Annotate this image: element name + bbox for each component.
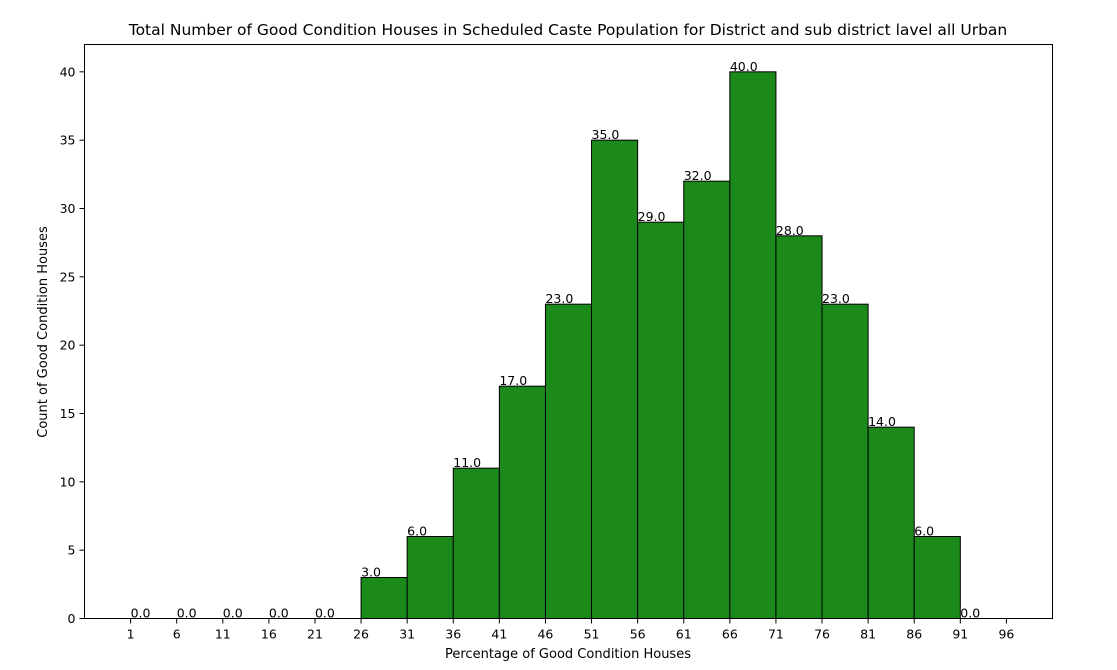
x-tick-label: 71 <box>768 627 784 642</box>
bar-value-label: 23.0 <box>545 291 573 306</box>
histogram-bar <box>637 221 685 620</box>
x-tick-label: 96 <box>998 627 1014 642</box>
x-tick-label: 76 <box>814 627 830 642</box>
x-tick-label: 41 <box>491 627 507 642</box>
bar-value-label: 3.0 <box>361 565 381 580</box>
x-tick-label: 61 <box>676 627 692 642</box>
y-tick-label: 10 <box>60 474 76 489</box>
x-tick-label: 81 <box>860 627 876 642</box>
bars-group <box>360 71 961 620</box>
bar-value-label: 0.0 <box>131 606 151 621</box>
x-tick-label: 21 <box>307 627 323 642</box>
y-axis-ticks: 0 5 10 15 20 25 30 35 40 <box>60 64 85 626</box>
x-tick-label: 51 <box>584 627 600 642</box>
x-tick-label: 31 <box>399 627 415 642</box>
x-tick-label: 91 <box>952 627 968 642</box>
bar-value-label: 0.0 <box>960 606 980 621</box>
data-labels-group: 0.0 0.0 0.0 0.0 0.0 3.0 6.0 11.0 17.0 23.0 35.0 29.… <box>131 59 981 621</box>
y-tick-label: 40 <box>60 64 76 79</box>
x-tick-label: 6 <box>173 627 181 642</box>
y-tick-label: 25 <box>60 269 76 284</box>
bar-value-label: 28.0 <box>776 223 804 238</box>
histogram-bar <box>913 536 961 619</box>
chart-title: Total Number of Good Condition Houses in… <box>128 21 1008 39</box>
histogram-bar <box>683 180 731 620</box>
bar-value-label: 35.0 <box>592 127 620 142</box>
histogram-bar <box>729 71 777 620</box>
histogram-bar <box>498 385 546 619</box>
y-tick-label: 20 <box>60 338 76 353</box>
plot-frame <box>84 44 1053 619</box>
y-axis-label: Count of Good Condition Houses <box>36 226 51 438</box>
histogram-bar <box>452 467 500 619</box>
x-tick-label: 86 <box>906 627 922 642</box>
bar-value-label: 0.0 <box>223 606 243 621</box>
histogram-bar <box>867 426 915 619</box>
bar-value-label: 23.0 <box>822 291 850 306</box>
x-tick-label: 46 <box>537 627 553 642</box>
histogram-bar <box>360 577 408 619</box>
bar-value-label: 11.0 <box>453 455 481 470</box>
x-tick-label: 36 <box>445 627 461 642</box>
bar-value-label: 29.0 <box>638 209 666 224</box>
bar-value-label: 0.0 <box>177 606 197 621</box>
histogram-bar <box>775 235 823 619</box>
bar-value-label: 6.0 <box>407 524 427 539</box>
histogram-bar <box>406 536 454 619</box>
histogram-bar <box>591 139 639 620</box>
bar-value-label: 6.0 <box>914 524 934 539</box>
y-tick-label: 5 <box>68 543 76 558</box>
bar-value-label: 17.0 <box>499 373 527 388</box>
x-tick-label: 1 <box>127 627 135 642</box>
x-axis-label: Percentage of Good Condition Houses <box>445 647 691 662</box>
x-tick-label: 26 <box>353 627 369 642</box>
bar-value-label: 14.0 <box>868 414 896 429</box>
bar-value-label: 0.0 <box>269 606 289 621</box>
histogram-bar <box>821 303 869 619</box>
x-tick-label: 66 <box>722 627 738 642</box>
y-tick-label: 35 <box>60 133 76 148</box>
y-tick-label: 0 <box>68 611 76 626</box>
histogram-bar <box>544 303 593 619</box>
bar-value-label: 32.0 <box>684 168 712 183</box>
bar-value-label: 0.0 <box>315 606 335 621</box>
bar-value-label: 40.0 <box>730 59 758 74</box>
y-tick-label: 30 <box>60 201 76 216</box>
x-tick-label: 56 <box>630 627 646 642</box>
y-tick-label: 15 <box>60 406 76 421</box>
x-tick-label: 11 <box>215 627 231 642</box>
x-tick-label: 16 <box>261 627 277 642</box>
x-axis-ticks: 1 6 11 16 21 26 31 36 41 46 51 56 61 66 71 76 81 86 91 96 <box>127 618 1014 642</box>
